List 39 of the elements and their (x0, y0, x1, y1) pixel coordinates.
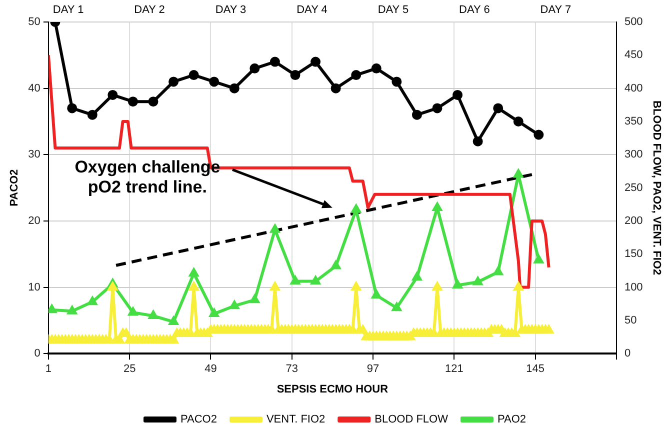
y2-tick-label: 300 (624, 148, 643, 161)
y-tick-label: 0 (34, 348, 40, 360)
y-tick-label: 20 (28, 214, 40, 227)
y-axis-title: PACO2 (8, 169, 21, 206)
y-tick-label: 10 (28, 281, 40, 294)
y2-tick-label: 150 (624, 248, 643, 260)
annotation: Oxygen challenge pO2 trend line. (74, 157, 220, 196)
x-tick-label: 25 (123, 363, 136, 376)
text: DAY 3 (215, 4, 246, 16)
text: DAY 2 (134, 4, 165, 16)
x-tick-label: 121 (444, 363, 464, 376)
x-axis-title: SEPSIS ECMO HOUR (276, 383, 388, 396)
text: DAY 1 (52, 4, 84, 16)
x-tick-label: 1 (45, 363, 52, 376)
text: DAY 4 (296, 4, 328, 16)
legend-label: PAO2 (497, 414, 526, 426)
y2-tick-label: 250 (624, 182, 643, 194)
y2-tick-label: 400 (624, 82, 643, 94)
x-tick-label: 97 (366, 363, 380, 376)
y2-tick-label: 500 (624, 16, 643, 28)
y2-axis-title: BLOOD FLOW, PAO2, VENT. FIO2 (650, 100, 662, 276)
legend-label: PACO2 (180, 414, 217, 426)
legend-label: VENT. FIO2 (266, 414, 326, 426)
text: DAY 5 (378, 4, 409, 16)
y2-tick-label: 350 (624, 116, 643, 128)
y2-tick-label: 50 (624, 314, 637, 326)
y2-tick-label: 200 (624, 214, 643, 227)
legend-label: BLOOD FLOW (374, 414, 449, 426)
x-tick-label: 49 (204, 363, 217, 376)
text: DAY 7 (540, 4, 572, 16)
y2-tick-label: 0 (624, 348, 631, 360)
text: DAY 6 (459, 4, 490, 16)
x-tick-label: 145 (526, 363, 544, 376)
y2-tick-label: 100 (624, 281, 643, 294)
y-tick-label: 30 (28, 148, 40, 161)
y-tick-label: 50 (28, 16, 40, 28)
y2-tick-label: 450 (624, 49, 643, 62)
y-tick-label: 40 (28, 82, 40, 94)
x-tick-label: 73 (286, 363, 298, 376)
